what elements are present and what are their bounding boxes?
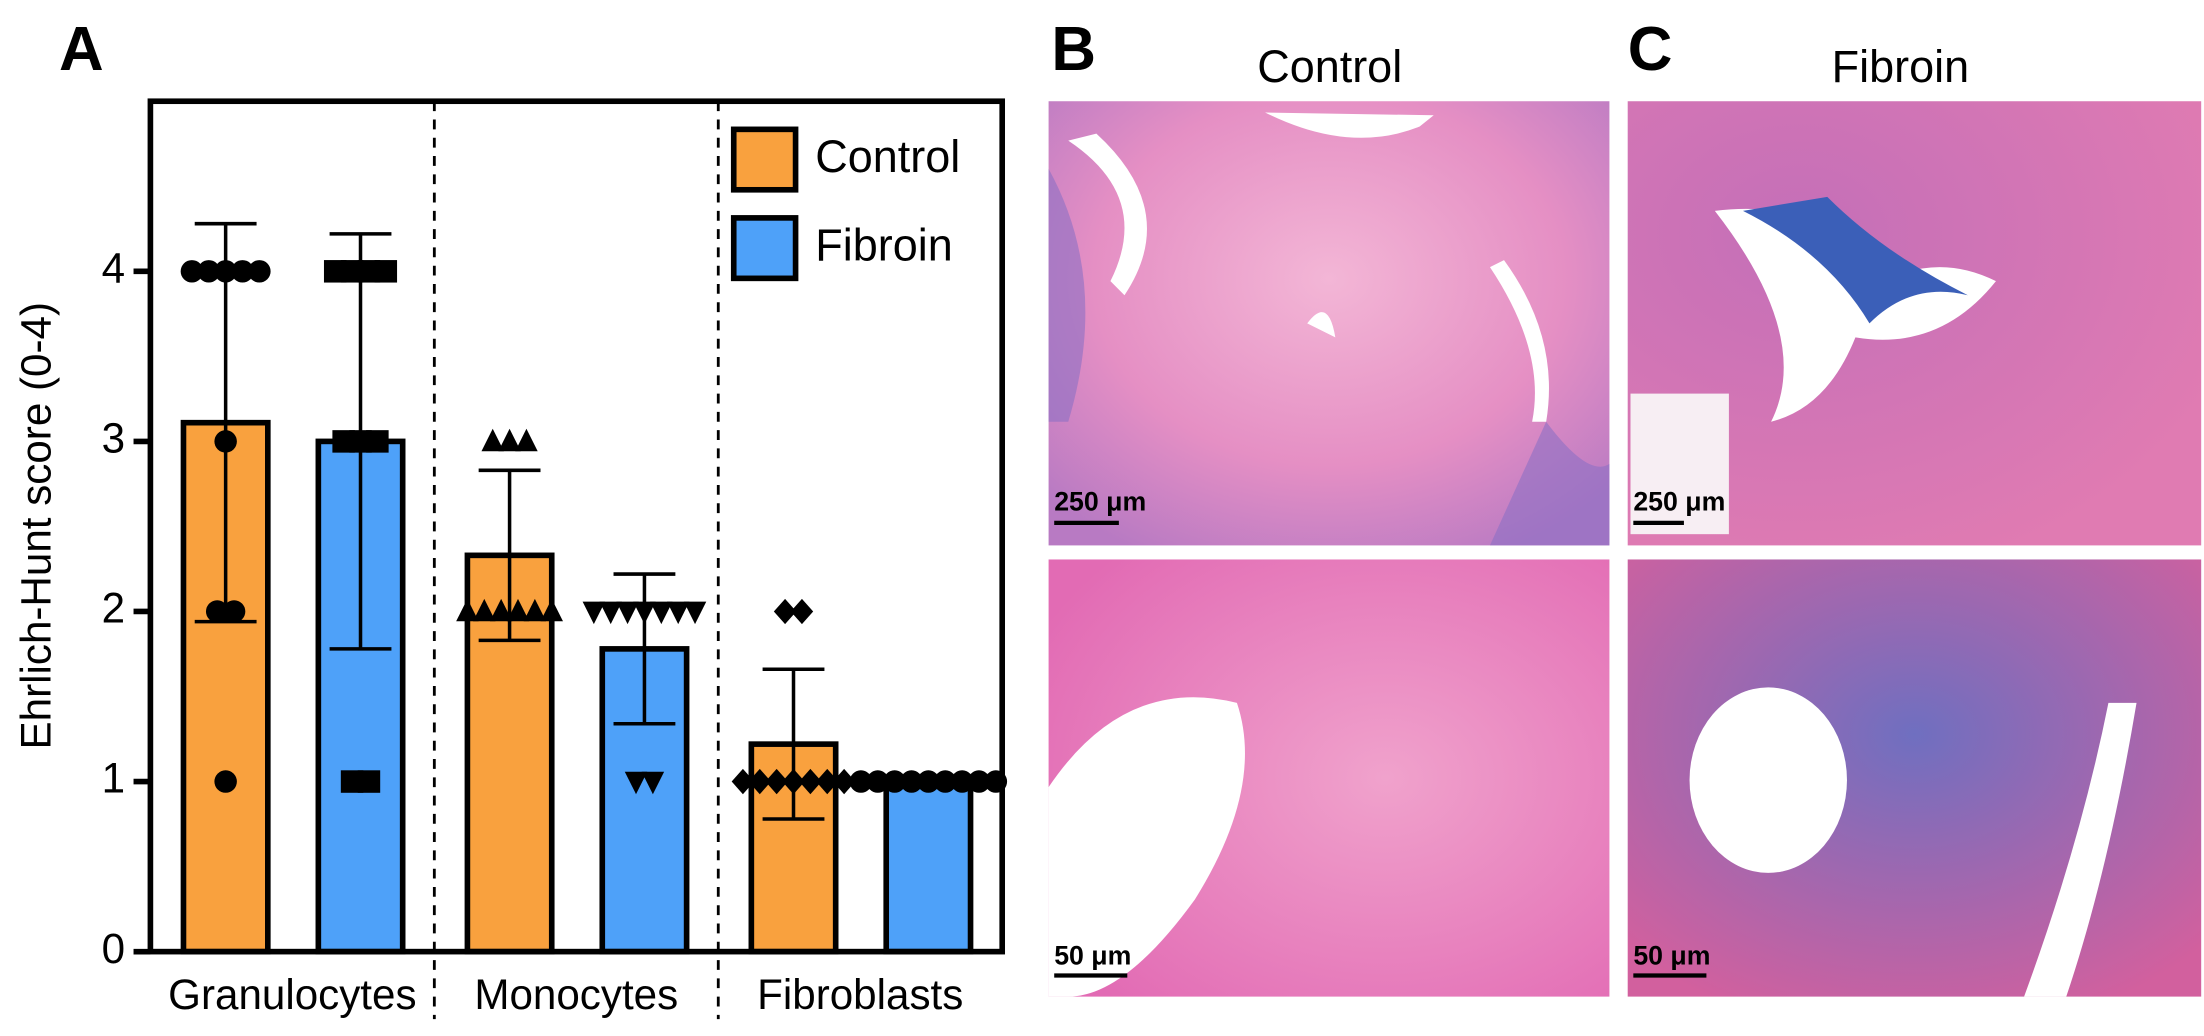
panel-letter: A: [59, 15, 104, 84]
data-point: [515, 428, 538, 452]
scale-label: 50 μm: [1054, 940, 1131, 970]
tissue-gap: [1630, 393, 1729, 535]
data-point: [883, 770, 906, 793]
data-point: [523, 598, 547, 622]
panel-letter: B: [1051, 15, 1096, 84]
data-point: [456, 598, 479, 622]
scale-label: 250 μm: [1633, 486, 1725, 516]
tissue-stain: [1048, 168, 1610, 546]
y-tick-label: 2: [102, 585, 125, 632]
data-point: [366, 430, 389, 453]
data-point: [773, 598, 797, 625]
x-tick-label: Monocytes: [474, 971, 678, 1018]
y-tick-label: 3: [102, 415, 125, 462]
data-point: [506, 598, 530, 622]
data-point: [650, 601, 673, 625]
plot-frame: [147, 98, 1006, 955]
data-point: [489, 598, 513, 622]
data-point: [731, 768, 755, 795]
data-point: [205, 600, 229, 623]
data-point: [765, 768, 788, 795]
data-point: [357, 770, 381, 793]
data-point: [832, 768, 856, 795]
data-point: [666, 601, 690, 625]
panel-c: C Fibroin 250 μm 50 μm: [1627, 15, 2202, 997]
data-point: [231, 260, 254, 283]
data-point: [540, 598, 563, 622]
data-point: [782, 768, 805, 795]
data-point: [481, 428, 504, 452]
data-point: [683, 601, 707, 625]
tissue-stain: [1742, 196, 1968, 324]
data-point: [582, 601, 606, 625]
y-tick-label: 1: [102, 755, 125, 802]
y-axis-label: Ehrlich-Hunt score (0-4): [12, 302, 59, 749]
legend-swatch: [730, 215, 799, 282]
data-point: [214, 430, 237, 453]
data-point: [197, 260, 221, 283]
data-point: [498, 428, 521, 452]
panel-b: B Control 250 μm 50 μm: [1048, 15, 1610, 997]
data-point: [248, 260, 271, 283]
panel-title: Fibroin: [1832, 41, 1969, 92]
scale-label: 50 μm: [1633, 940, 1710, 970]
y-tick-label: 4: [102, 244, 125, 291]
plot: 0 1 2 3 4 Granulocytes Monocytes Fibroblasts Con…: [102, 98, 1008, 1020]
data-point: [816, 768, 839, 795]
data-point: [866, 770, 890, 793]
scale-label: 250 μm: [1054, 486, 1146, 516]
tissue-gap: [2024, 702, 2137, 997]
bar: [883, 778, 974, 955]
data-point: [917, 770, 940, 793]
data-point: [357, 260, 381, 283]
data-point: [790, 598, 814, 625]
data-point: [616, 601, 639, 625]
y-tick-label: 0: [102, 925, 125, 972]
data-point: [214, 770, 237, 793]
data-point: [473, 598, 496, 622]
data-point: [748, 768, 772, 795]
data-point: [950, 770, 974, 793]
data-point: [214, 260, 237, 283]
data-point: [599, 601, 622, 625]
data-point: [934, 770, 957, 793]
data-point: [641, 771, 665, 795]
x-tick-label: Granulocytes: [168, 971, 416, 1018]
x-tick-label: Fibroblasts: [757, 971, 963, 1018]
data-point: [222, 600, 246, 623]
data-point: [967, 770, 991, 793]
tissue-gap: [1714, 208, 1996, 422]
data-point: [799, 768, 822, 795]
legend-label: Control: [815, 131, 960, 182]
legend-label: Fibroin: [815, 220, 952, 271]
legend-swatch: [730, 126, 799, 193]
data-point: [349, 430, 372, 453]
tissue-gap: [1689, 687, 1847, 873]
data-point: [849, 770, 873, 793]
data-point: [900, 770, 923, 793]
data-point: [633, 601, 656, 625]
panel-title: Control: [1257, 41, 1402, 92]
data-point: [180, 260, 204, 283]
tissue-gap: [1048, 697, 1245, 997]
data-point: [624, 771, 648, 795]
panel-letter: C: [1628, 15, 1673, 84]
data-point: [374, 260, 398, 283]
